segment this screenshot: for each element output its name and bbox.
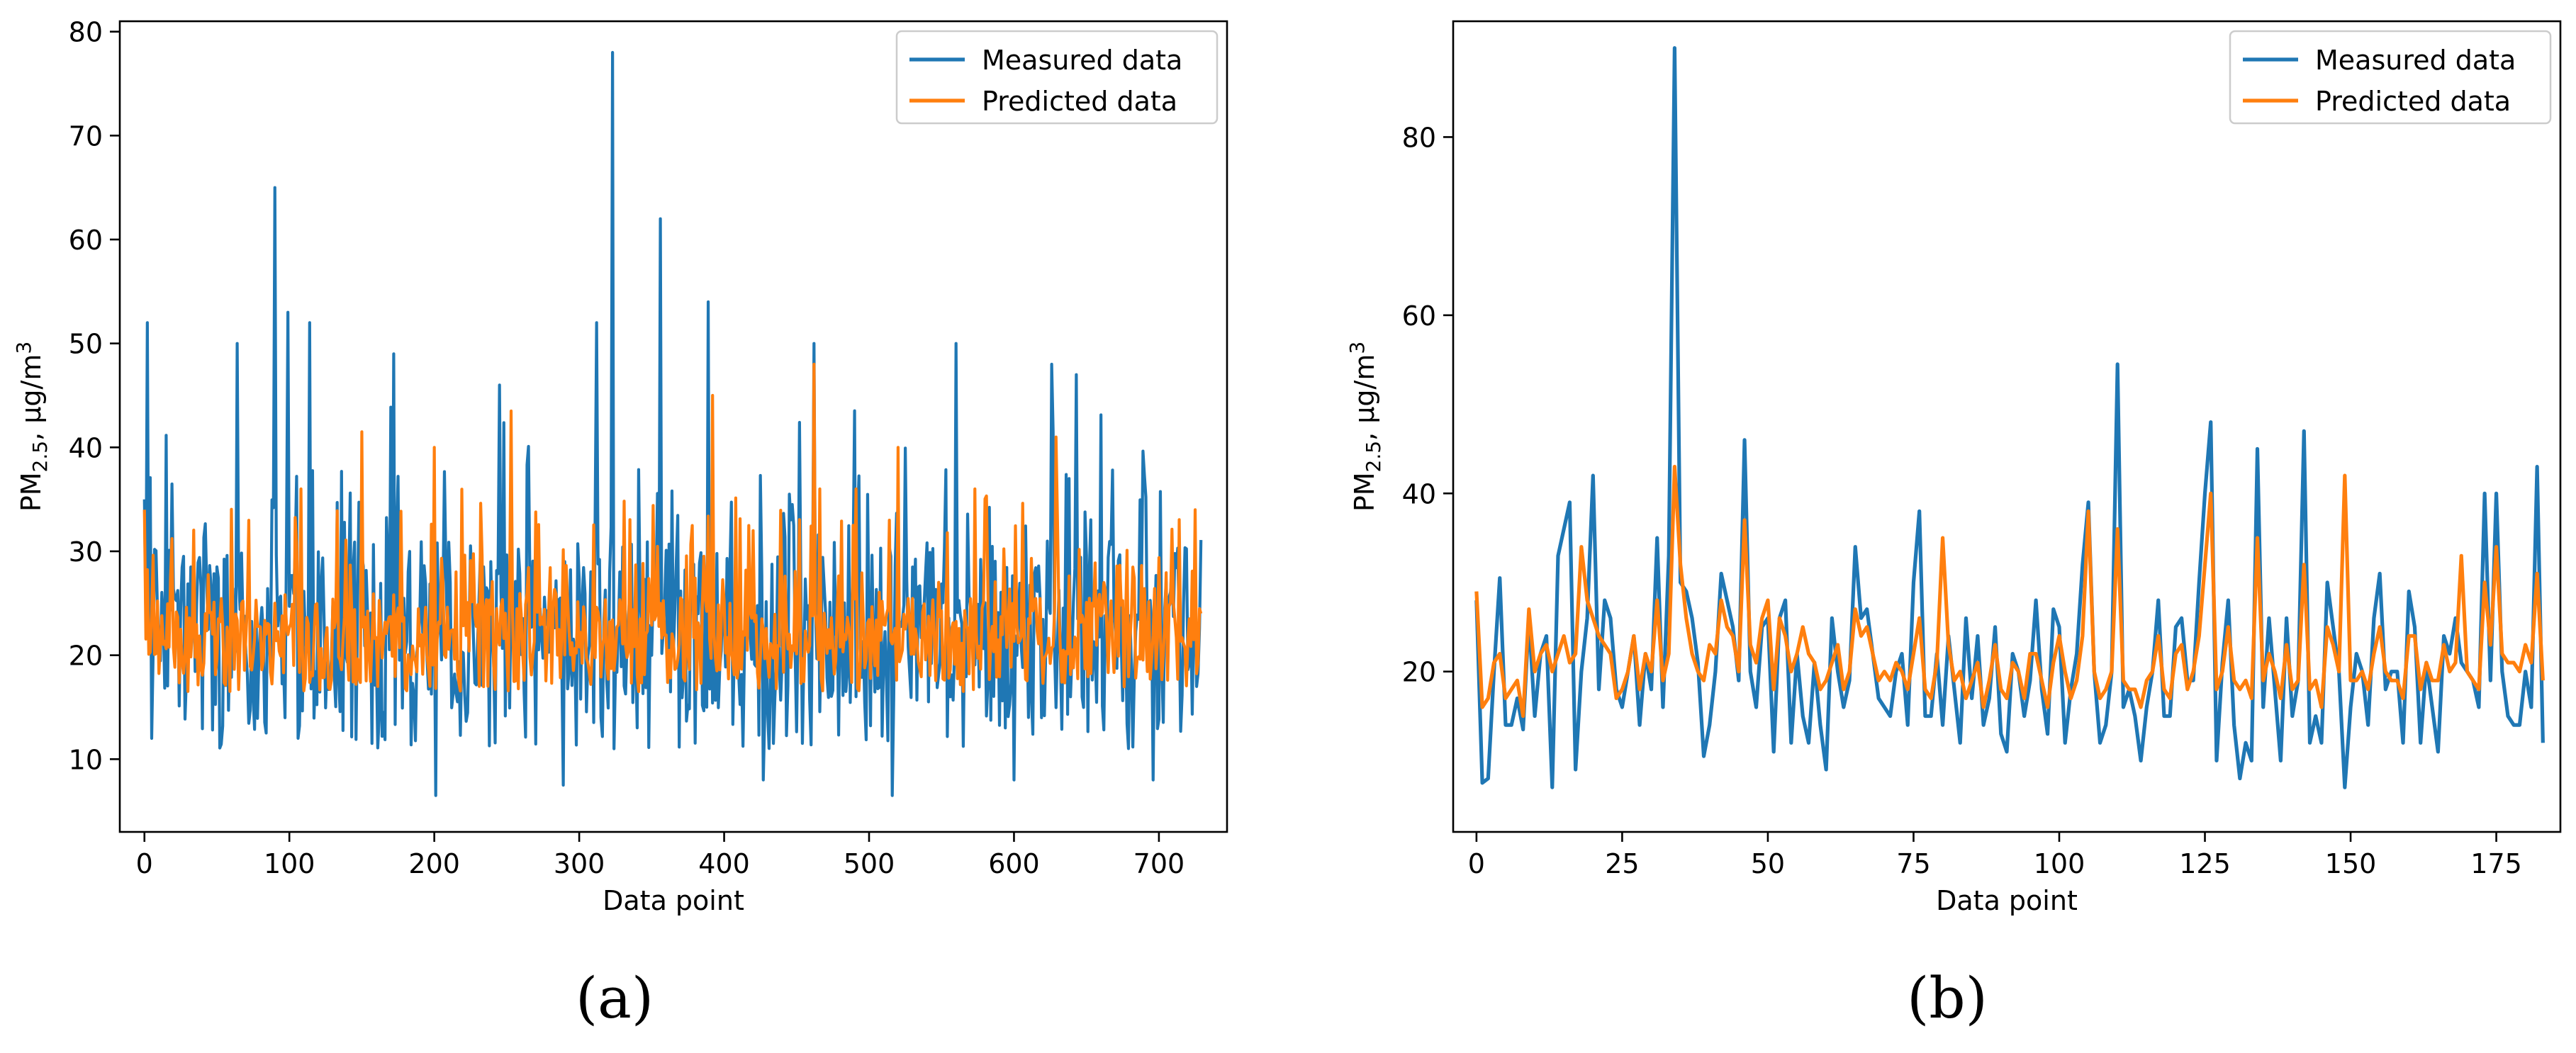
- legend-box: [2229, 30, 2552, 125]
- plot-frame: [118, 20, 1228, 833]
- y-tick-label: 80: [69, 17, 103, 48]
- x-tick-label: 600: [988, 848, 1040, 879]
- x-tick-label: 300: [554, 848, 605, 879]
- x-tick-label: 0: [136, 848, 153, 879]
- y-tick-label: 20: [1402, 657, 1436, 688]
- x-tick-label: 700: [1133, 848, 1185, 879]
- legend: Measured data Predicted data: [895, 30, 1219, 125]
- x-tick-label: 100: [264, 848, 315, 879]
- y-tick-label: 50: [69, 329, 103, 360]
- legend-label-predicted: Predicted data: [982, 86, 1177, 117]
- x-axis-label: Data point: [1936, 885, 2078, 916]
- y-tick-label: 30: [69, 536, 103, 568]
- legend-label-predicted: Predicted data: [2315, 86, 2511, 117]
- plot-frame: [1452, 20, 2562, 833]
- x-tick-label: 125: [2179, 848, 2231, 879]
- y-tick-label: 80: [1402, 122, 1436, 153]
- y-tick-label: 70: [69, 120, 103, 152]
- x-tick-label: 75: [1896, 848, 1930, 879]
- chart-panel-a: 0 100 200 300 400 500 600 700 10 20 30 40 50 60 70 80 Da…: [12, 17, 1228, 916]
- panel-label-a: (a): [575, 965, 654, 1031]
- legend-label-measured: Measured data: [2315, 45, 2516, 76]
- x-tick-label: 50: [1751, 848, 1785, 879]
- legend: Measured data Predicted data: [2229, 30, 2552, 125]
- y-tick-label: 40: [69, 432, 103, 463]
- chart-panel-b: 0 25 50 75 100 125 150 175 20 40 60 80 Data point PM2…: [1345, 20, 2562, 916]
- x-tick-label: 25: [1605, 848, 1639, 879]
- series-line-predicted: [1474, 464, 2545, 719]
- x-tick-label: 200: [408, 848, 460, 879]
- y-tick-label: 60: [69, 225, 103, 256]
- y-tick-label: 20: [69, 641, 103, 672]
- y-tick-label: 40: [1402, 478, 1436, 509]
- x-axis-label: Data point: [603, 885, 744, 916]
- y-axis-label: PM2.5, μg/m3: [12, 342, 52, 512]
- x-tick-label: 150: [2325, 848, 2377, 879]
- legend-label-measured: Measured data: [982, 45, 1182, 76]
- series-line-predicted: [142, 362, 1203, 694]
- x-tick-label: 100: [2034, 848, 2085, 879]
- x-tick-label: 500: [844, 848, 895, 879]
- y-axis-label: PM2.5, μg/m3: [1345, 342, 1385, 512]
- x-tick-label: 175: [2470, 848, 2522, 879]
- legend-box: [895, 30, 1219, 125]
- y-tick-label: 60: [1402, 300, 1436, 332]
- x-tick-label: 400: [698, 848, 750, 879]
- x-tick-label: 0: [1468, 848, 1485, 879]
- panel-label-b: (b): [1907, 965, 1988, 1031]
- y-tick-label: 10: [69, 744, 103, 775]
